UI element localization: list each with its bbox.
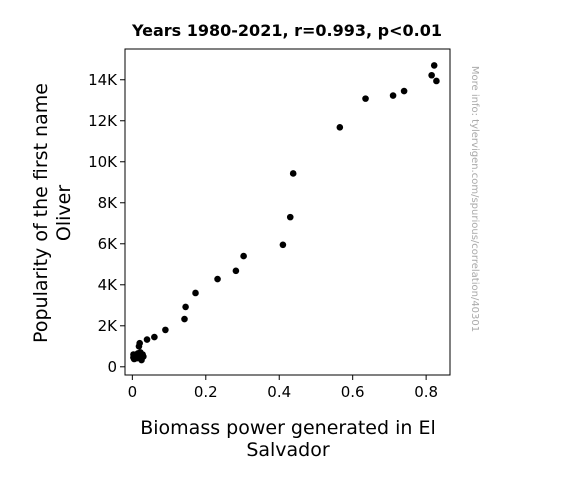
plot-frame [124, 48, 451, 376]
y-axis-label-line-2: Oliver [53, 185, 75, 241]
data-point [143, 336, 151, 343]
data-points [130, 62, 440, 364]
y-tick-label: 0 [107, 358, 117, 376]
data-point [182, 303, 189, 311]
data-point [286, 213, 294, 221]
data-point [430, 62, 438, 69]
data-point [181, 315, 188, 323]
x-axis-label-line-1: Biomass power generated in El [140, 417, 436, 439]
y-tick-label: 4K [98, 276, 119, 294]
y-axis-label-line-1: Popularity of the first name [30, 83, 52, 343]
x-axis-label-line-2: Salvador [246, 439, 330, 461]
data-point [192, 289, 199, 297]
data-point [362, 95, 369, 102]
data-point [136, 339, 143, 347]
data-point [400, 87, 408, 95]
y-tick-label: 10K [88, 153, 118, 171]
watermark-text: More info: tylervigen.com/spurious/corre… [469, 66, 480, 332]
data-point [289, 170, 297, 177]
data-point [214, 275, 221, 283]
data-point [232, 267, 240, 275]
data-point [336, 124, 344, 131]
data-point [433, 77, 440, 85]
y-axis-ticks: 0 2K 4K 6K 8K 10K 12K 14K [88, 71, 125, 376]
chart-title: Years 1980-2021, r=0.993, p<0.01 [131, 21, 442, 40]
data-point [140, 353, 147, 360]
y-tick-label: 12K [88, 112, 118, 130]
data-point [279, 241, 287, 249]
y-tick-label: 2K [98, 317, 119, 335]
data-point [162, 326, 169, 334]
data-point [428, 71, 435, 79]
x-tick-label: 0.8 [414, 383, 438, 401]
x-tick-label: 0.2 [194, 383, 218, 401]
y-tick-label: 8K [98, 194, 119, 212]
y-tick-label: 14K [88, 71, 118, 89]
x-axis-ticks: 0 0.2 0.4 0.6 0.8 [128, 375, 438, 401]
x-tick-label: 0 [128, 383, 138, 401]
x-tick-label: 0.6 [341, 383, 365, 401]
data-point [389, 92, 397, 99]
data-point [240, 252, 247, 260]
data-point [151, 333, 158, 341]
x-tick-label: 0.4 [267, 383, 291, 401]
y-tick-label: 6K [98, 235, 119, 253]
